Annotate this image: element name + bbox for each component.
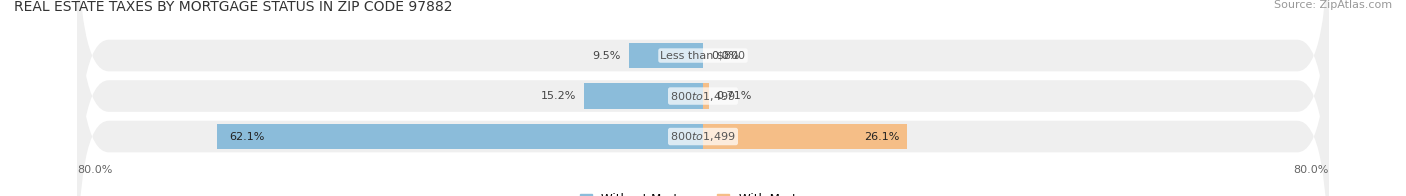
Bar bbox=[218, 124, 703, 149]
Text: 80.0%: 80.0% bbox=[1294, 165, 1329, 175]
Legend: Without Mortgage, With Mortgage: Without Mortgage, With Mortgage bbox=[581, 193, 825, 196]
Bar bbox=[583, 83, 703, 109]
FancyBboxPatch shape bbox=[77, 0, 1329, 196]
Bar bbox=[628, 43, 703, 68]
Text: 0.71%: 0.71% bbox=[717, 91, 752, 101]
FancyBboxPatch shape bbox=[77, 0, 1329, 196]
Text: $800 to $1,499: $800 to $1,499 bbox=[671, 130, 735, 143]
FancyBboxPatch shape bbox=[77, 0, 1329, 196]
Text: 0.0%: 0.0% bbox=[711, 51, 740, 61]
Text: 15.2%: 15.2% bbox=[541, 91, 576, 101]
Text: Source: ZipAtlas.com: Source: ZipAtlas.com bbox=[1274, 0, 1392, 10]
Text: 9.5%: 9.5% bbox=[592, 51, 621, 61]
Text: Less than $800: Less than $800 bbox=[661, 51, 745, 61]
Text: 26.1%: 26.1% bbox=[863, 132, 900, 142]
Bar bbox=[703, 83, 709, 109]
Text: 80.0%: 80.0% bbox=[77, 165, 112, 175]
Bar bbox=[703, 124, 907, 149]
Text: 62.1%: 62.1% bbox=[229, 132, 264, 142]
Text: REAL ESTATE TAXES BY MORTGAGE STATUS IN ZIP CODE 97882: REAL ESTATE TAXES BY MORTGAGE STATUS IN … bbox=[14, 0, 453, 14]
Text: $800 to $1,499: $800 to $1,499 bbox=[671, 90, 735, 103]
